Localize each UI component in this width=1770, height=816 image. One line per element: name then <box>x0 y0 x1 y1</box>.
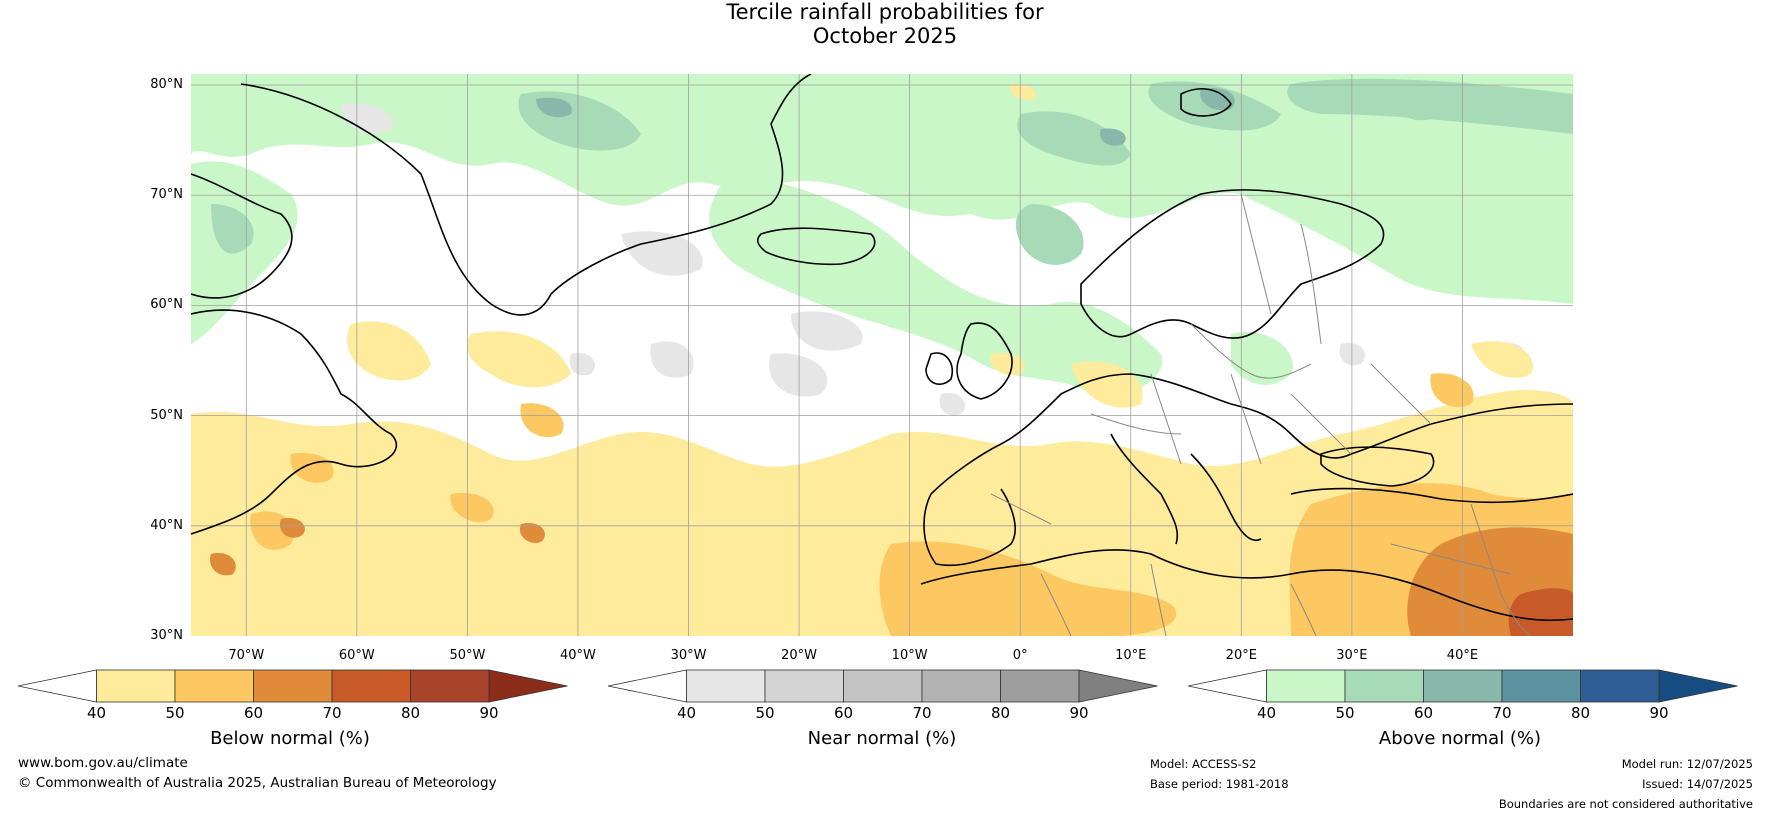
longitude-label: 30°W <box>670 648 707 663</box>
chart-title: Tercile rainfall probabilities for Octob… <box>0 0 1770 48</box>
colorbar-tick-label: 60 <box>833 704 854 722</box>
colorbar-tick-label: 40 <box>1256 704 1277 722</box>
colorbar-tick-label: 80 <box>1570 704 1591 722</box>
colorbar-segment <box>174 669 254 703</box>
scandinavia-coast <box>1080 189 1385 339</box>
longitude-label: 10°E <box>1115 648 1147 663</box>
colorbar-tick-label: 90 <box>479 704 499 722</box>
colorbar-tick-label: 80 <box>990 704 1011 722</box>
colorbar-segment <box>253 669 333 703</box>
colorbar-segment <box>1000 669 1080 703</box>
longitude-label: 20°W <box>781 648 818 663</box>
colorbar-tick-label: 70 <box>1492 704 1512 722</box>
colorbar-segment <box>843 669 923 703</box>
colorbar-extend-low <box>1187 669 1267 703</box>
footer-disclaimer: Boundaries are not considered authoritat… <box>1498 797 1753 811</box>
colorbar-segment <box>1423 669 1503 703</box>
colorbar-extend-high <box>1078 669 1158 703</box>
colorbar-tick-label: 70 <box>912 704 932 722</box>
britain-coast <box>956 322 1013 400</box>
colorbar-tick-label: 60 <box>1413 704 1434 722</box>
colorbar-label-above: Above normal (%) <box>1378 728 1542 749</box>
colorbar-extend-high <box>1658 669 1738 703</box>
colorbar-tick-label: 60 <box>243 704 264 722</box>
footer-model-run: Model run: 12/07/2025 <box>1621 757 1753 771</box>
iberia-coast <box>923 488 1016 567</box>
colorbar-label-below: Below normal (%) <box>210 728 370 749</box>
latitude-label: 30°N <box>150 628 183 643</box>
longitude-label: 30°E <box>1336 648 1368 663</box>
colorbar-tick-label: 40 <box>676 704 697 722</box>
iceland-coast <box>756 227 876 266</box>
below-normal-regions <box>191 83 1573 636</box>
north-africa-coast <box>920 549 1573 622</box>
colorbar-segment <box>1344 669 1424 703</box>
colorbar-segment <box>410 669 490 703</box>
svalbard-coast <box>1180 88 1232 117</box>
black-sea-coast <box>1320 446 1435 487</box>
colorbar-tick-label: 90 <box>1069 704 1089 722</box>
colorbar-tick-label: 50 <box>755 704 775 722</box>
longitude-label: 70°W <box>228 648 265 663</box>
greenland-coast <box>240 74 812 316</box>
longitude-label: 20°E <box>1225 648 1257 663</box>
title-line-1: Tercile rainfall probabilities for <box>726 0 1044 24</box>
longitude-label: 50°W <box>449 648 486 663</box>
colorbar-segment <box>1266 669 1346 703</box>
labrador-coast <box>191 309 398 535</box>
latitude-label: 60°N <box>150 297 183 313</box>
colorbar-tick-label: 80 <box>400 704 421 722</box>
below-normal-very-strong <box>1508 588 1573 636</box>
latitude-label: 80°N <box>150 77 183 93</box>
colorbar-extend-low <box>607 669 687 703</box>
footer-issued: Issued: 14/07/2025 <box>1642 777 1753 791</box>
colorbar-canvas <box>17 669 1738 703</box>
map-canvas <box>191 74 1573 636</box>
turkey-coast <box>1290 487 1573 504</box>
balkans-coast <box>1190 453 1262 541</box>
longitude-label: 40°E <box>1446 648 1479 663</box>
colorbar-segment <box>1580 669 1660 703</box>
country-borders <box>990 193 1532 636</box>
colorbar-extend-low <box>17 669 97 703</box>
map-grid <box>191 74 1573 636</box>
colorbar-extend-high <box>488 669 568 703</box>
latitude-label: 70°N <box>150 187 183 203</box>
ireland-coast <box>925 352 953 385</box>
colorbar-segment <box>686 669 766 703</box>
colorbar-segment <box>921 669 1001 703</box>
colorbar-tick-label: 50 <box>1335 704 1355 722</box>
colorbar-tick-label: 90 <box>1649 704 1669 722</box>
longitude-label: 0° <box>1012 648 1028 663</box>
title-line-2: October 2025 <box>812 24 958 48</box>
latitude-label: 50°N <box>150 407 183 423</box>
colorbar-tick-label: 50 <box>165 704 185 722</box>
footer-base-period: Base period: 1981-2018 <box>1150 777 1289 791</box>
italy-coast <box>1110 433 1179 545</box>
probability-map <box>191 74 1573 636</box>
longitude-label: 10°W <box>891 648 928 663</box>
colorbar-segment <box>764 669 844 703</box>
longitude-label: 40°W <box>560 648 596 663</box>
longitude-label: 60°W <box>338 648 375 663</box>
latitude-label: 40°N <box>150 517 183 533</box>
above-normal-very-strong <box>536 88 1235 146</box>
colorbar-tick-label: 70 <box>322 704 342 722</box>
colorbar-segment <box>1501 669 1581 703</box>
footer-website: www.bom.gov.au/climate <box>18 755 188 771</box>
colorbar-segment <box>96 669 176 703</box>
colorbar-label-near: Near normal (%) <box>807 728 957 749</box>
footer-copyright: © Commonwealth of Australia 2025, Austra… <box>18 775 497 791</box>
footer-model: Model: ACCESS-S2 <box>1150 757 1257 771</box>
colorbar-tick-label: 40 <box>86 704 107 722</box>
baffin-coast <box>191 173 293 299</box>
colorbar-segment <box>331 669 411 703</box>
